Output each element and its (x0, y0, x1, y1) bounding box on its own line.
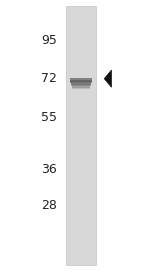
Bar (72, 84, 90, 88)
Bar (71, 83, 91, 86)
Text: 28: 28 (41, 199, 57, 212)
Bar (66, 6, 96, 265)
Text: 36: 36 (41, 163, 57, 176)
Polygon shape (104, 70, 111, 87)
Text: 55: 55 (41, 111, 57, 124)
Bar (72, 86, 90, 89)
Bar (71, 81, 91, 85)
Text: 95: 95 (41, 33, 57, 47)
Bar (70, 80, 92, 83)
Bar (70, 78, 92, 82)
Text: 72: 72 (41, 72, 57, 85)
